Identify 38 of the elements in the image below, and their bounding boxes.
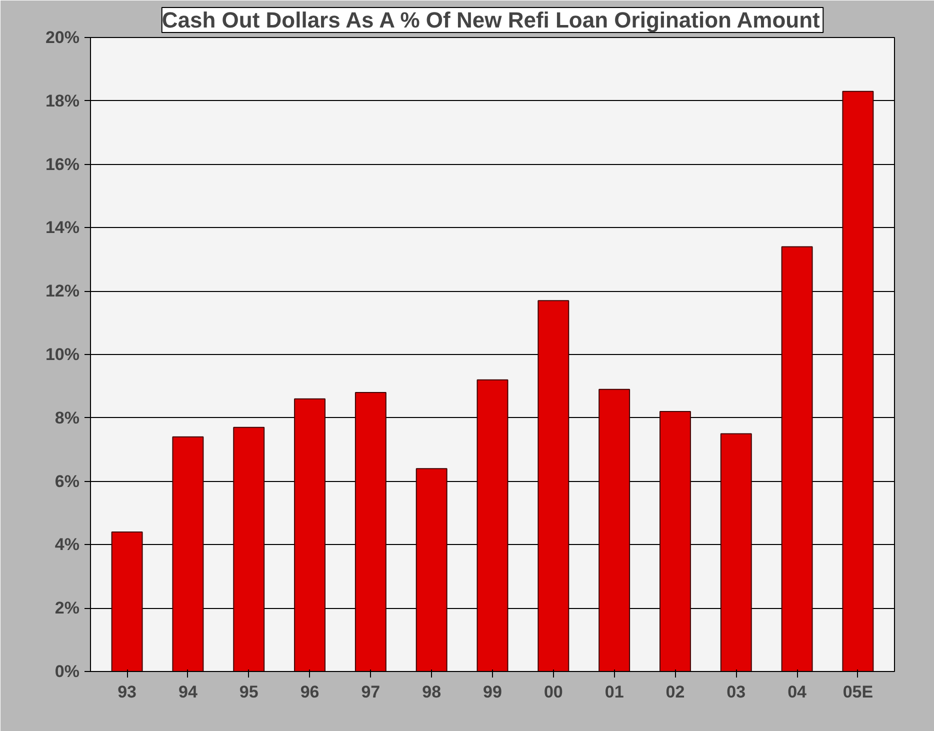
y-tick-label: 10% xyxy=(45,345,80,364)
y-tick-label: 8% xyxy=(54,408,80,428)
bar xyxy=(111,532,143,672)
x-tick-label: 99 xyxy=(483,682,502,702)
x-tick-label: 95 xyxy=(239,682,258,702)
bar xyxy=(476,379,508,672)
x-tick-label: 96 xyxy=(300,682,320,702)
bar xyxy=(172,436,204,672)
bar xyxy=(720,433,752,672)
y-tick-label: 16% xyxy=(45,154,80,174)
bar xyxy=(842,90,874,672)
bar xyxy=(416,468,448,672)
bar xyxy=(538,300,570,672)
bar xyxy=(598,388,630,672)
x-tick-label: 03 xyxy=(726,682,746,702)
x-tick-label: 93 xyxy=(118,682,137,702)
bar xyxy=(781,246,813,672)
bar xyxy=(294,398,326,672)
x-tick-label: 94 xyxy=(178,682,198,702)
x-tick-label: 97 xyxy=(361,682,380,702)
y-tick-label: 14% xyxy=(45,218,80,238)
x-tick-label: 02 xyxy=(666,682,685,702)
bar xyxy=(233,426,265,672)
y-tick-label: 18% xyxy=(45,91,80,110)
x-tick-label: 98 xyxy=(422,682,442,702)
bar xyxy=(660,411,691,672)
x-tick-label: 04 xyxy=(788,682,808,702)
y-tick-label: 20% xyxy=(45,28,80,47)
y-tick-label: 4% xyxy=(54,535,80,554)
chart-title: Cash Out Dollars As A % Of New Refi Loan Origination Amount xyxy=(162,8,821,32)
x-tick-label: 00 xyxy=(544,682,563,702)
y-tick-label: 0% xyxy=(54,662,80,681)
y-tick-label: 6% xyxy=(54,472,80,491)
x-tick-label: 01 xyxy=(604,682,624,702)
y-tick-label: 2% xyxy=(54,598,80,618)
y-tick-label: 12% xyxy=(45,282,80,301)
x-tick-label: 05E xyxy=(842,682,874,702)
bar xyxy=(354,392,386,672)
